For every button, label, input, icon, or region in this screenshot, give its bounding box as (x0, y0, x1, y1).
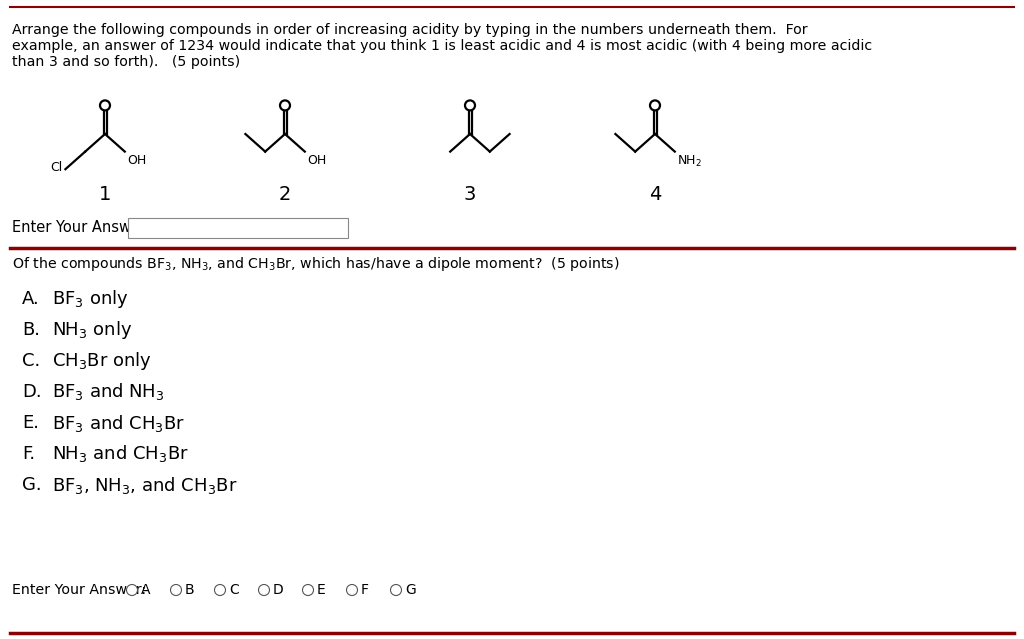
Text: 3: 3 (464, 185, 476, 204)
Text: 2: 2 (279, 185, 291, 204)
Text: NH$_3$ and CH$_3$Br: NH$_3$ and CH$_3$Br (52, 443, 188, 465)
Text: OH: OH (127, 153, 146, 167)
Circle shape (214, 585, 225, 596)
Text: Enter Your Answer:: Enter Your Answer: (12, 220, 151, 236)
Text: F: F (361, 583, 369, 597)
Text: D.: D. (22, 383, 42, 401)
Text: 1: 1 (98, 185, 112, 204)
Circle shape (127, 585, 137, 596)
Circle shape (346, 585, 357, 596)
Text: BF$_3$, NH$_3$, and CH$_3$Br: BF$_3$, NH$_3$, and CH$_3$Br (52, 475, 238, 495)
Text: A: A (141, 583, 151, 597)
Circle shape (258, 585, 269, 596)
Text: BF$_3$ and CH$_3$Br: BF$_3$ and CH$_3$Br (52, 413, 185, 433)
Text: BF$_3$ only: BF$_3$ only (52, 288, 129, 310)
Text: D: D (273, 583, 284, 597)
Text: Of the compounds BF$_3$, NH$_3$, and CH$_3$Br, which has/have a dipole moment?  : Of the compounds BF$_3$, NH$_3$, and CH$… (12, 255, 620, 273)
Text: Enter Your Answer:: Enter Your Answer: (12, 583, 146, 597)
Circle shape (650, 100, 660, 111)
Text: C.: C. (22, 352, 40, 370)
Text: F.: F. (22, 445, 35, 463)
Text: BF$_3$ and NH$_3$: BF$_3$ and NH$_3$ (52, 381, 164, 403)
Circle shape (390, 585, 401, 596)
Text: G: G (406, 583, 416, 597)
Text: G.: G. (22, 476, 42, 494)
Text: A.: A. (22, 290, 40, 308)
Text: NH$_2$: NH$_2$ (677, 153, 701, 169)
Circle shape (280, 100, 290, 111)
Text: Cl: Cl (50, 160, 62, 174)
Text: E: E (317, 583, 326, 597)
Bar (128, 218, 348, 238)
Circle shape (302, 585, 313, 596)
Text: NH$_3$ only: NH$_3$ only (52, 319, 132, 341)
Text: Arrange the following compounds in order of increasing acidity by typing in the : Arrange the following compounds in order… (12, 23, 808, 37)
Text: example, an answer of 1234 would indicate that you think 1 is least acidic and 4: example, an answer of 1234 would indicat… (12, 39, 872, 53)
Text: B.: B. (22, 321, 40, 339)
Text: E.: E. (22, 414, 39, 432)
Text: CH$_3$Br only: CH$_3$Br only (52, 350, 152, 372)
Text: 4: 4 (649, 185, 662, 204)
Circle shape (465, 100, 475, 111)
Text: OH: OH (307, 153, 326, 167)
Text: B: B (185, 583, 195, 597)
Circle shape (100, 100, 110, 111)
Text: C: C (229, 583, 239, 597)
Circle shape (171, 585, 181, 596)
Text: than 3 and so forth).   (5 points): than 3 and so forth). (5 points) (12, 55, 240, 69)
